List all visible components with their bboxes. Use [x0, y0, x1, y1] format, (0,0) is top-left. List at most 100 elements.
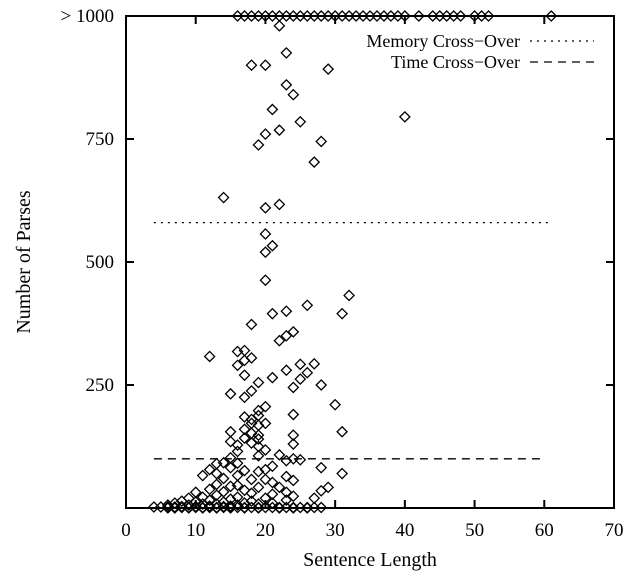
data-point: [231, 479, 244, 492]
data-point: [252, 502, 265, 514]
data-point: [259, 228, 272, 240]
data-point: [238, 464, 251, 477]
data-point: [287, 429, 300, 442]
data-point: [398, 110, 411, 123]
data-point: [245, 487, 258, 500]
data-point: [231, 457, 244, 470]
data-point: [252, 433, 265, 446]
data-point: [336, 425, 349, 438]
data-point: [238, 497, 251, 509]
data-point: [259, 444, 272, 456]
data-point: [189, 496, 202, 509]
data-point: [482, 10, 495, 22]
data-point: [231, 439, 244, 451]
data-point: [252, 498, 265, 510]
data-point: [287, 438, 300, 450]
data-point: [329, 398, 342, 411]
data-point: [168, 497, 181, 509]
data-point: [266, 371, 279, 384]
data-point: [273, 448, 286, 461]
data-point: [315, 135, 328, 148]
data-point: [294, 115, 307, 128]
data-point: [252, 481, 265, 494]
data-point: [273, 481, 286, 494]
data-point: [259, 59, 272, 72]
data-point: [217, 500, 230, 513]
data-point: [231, 499, 244, 511]
data-point: [280, 470, 293, 483]
data-point: [245, 59, 258, 72]
legend-time-crossover-label: Time Cross−Over: [391, 52, 520, 72]
data-point: [182, 502, 195, 514]
data-point: [224, 480, 237, 493]
data-point: [217, 456, 230, 469]
data-point: [196, 502, 209, 514]
data-point: [245, 473, 258, 486]
data-point: [322, 481, 335, 494]
x-tick-label: 0: [121, 520, 131, 541]
data-point: [168, 502, 181, 514]
data-point: [238, 432, 251, 445]
data-point: [266, 239, 279, 252]
data-point: [224, 461, 237, 474]
data-point: [454, 10, 467, 22]
x-tick-label: 70: [605, 520, 624, 541]
data-point: [266, 488, 279, 501]
data-point: [203, 500, 216, 512]
data-point: [280, 494, 293, 507]
data-point: [398, 10, 411, 22]
data-point: [259, 201, 272, 214]
data-point: [287, 502, 300, 514]
data-point: [315, 501, 328, 514]
data-point: [224, 425, 237, 438]
data-point: [545, 10, 558, 22]
y-tick-label: > 1000: [61, 6, 114, 27]
data-point: [238, 354, 251, 367]
data-point: [217, 472, 230, 485]
data-point: [301, 299, 314, 312]
data-point: [245, 318, 258, 331]
data-point: [252, 404, 265, 417]
data-point: [231, 445, 244, 458]
data-point: [343, 289, 356, 302]
data-point: [280, 486, 293, 499]
x-tick-label: 40: [395, 520, 414, 541]
data-point: [252, 376, 265, 389]
data-point: [196, 469, 209, 482]
data-point: [301, 502, 314, 514]
data-point: [203, 494, 216, 507]
data-point: [196, 498, 209, 510]
data-point: [336, 467, 349, 480]
data-point: [266, 476, 279, 489]
data-point: [252, 138, 265, 151]
data-point: [273, 334, 286, 347]
data-point: [273, 502, 286, 514]
data-point: [259, 274, 272, 287]
data-point: [315, 461, 328, 474]
y-tick-label: 250: [86, 375, 115, 396]
data-point: [308, 156, 321, 169]
data-point: [266, 307, 279, 320]
data-point: [210, 502, 223, 514]
data-point: [245, 437, 258, 449]
data-point: [224, 387, 237, 400]
data-point: [182, 499, 195, 511]
data-point: [266, 460, 279, 473]
data-point: [238, 502, 251, 514]
data-point: [252, 429, 265, 442]
data-point: [210, 489, 223, 502]
data-point: [210, 498, 223, 510]
data-point: [161, 499, 174, 511]
data-point: [273, 19, 286, 32]
data-point: [238, 369, 251, 382]
data-point: [245, 352, 258, 364]
data-point: [238, 391, 251, 404]
data-point: [245, 413, 258, 426]
x-tick-label: 20: [256, 520, 275, 541]
data-point: [259, 417, 272, 430]
data-point: [294, 373, 307, 386]
x-tick-label: 30: [326, 520, 345, 541]
data-point: [203, 463, 216, 476]
